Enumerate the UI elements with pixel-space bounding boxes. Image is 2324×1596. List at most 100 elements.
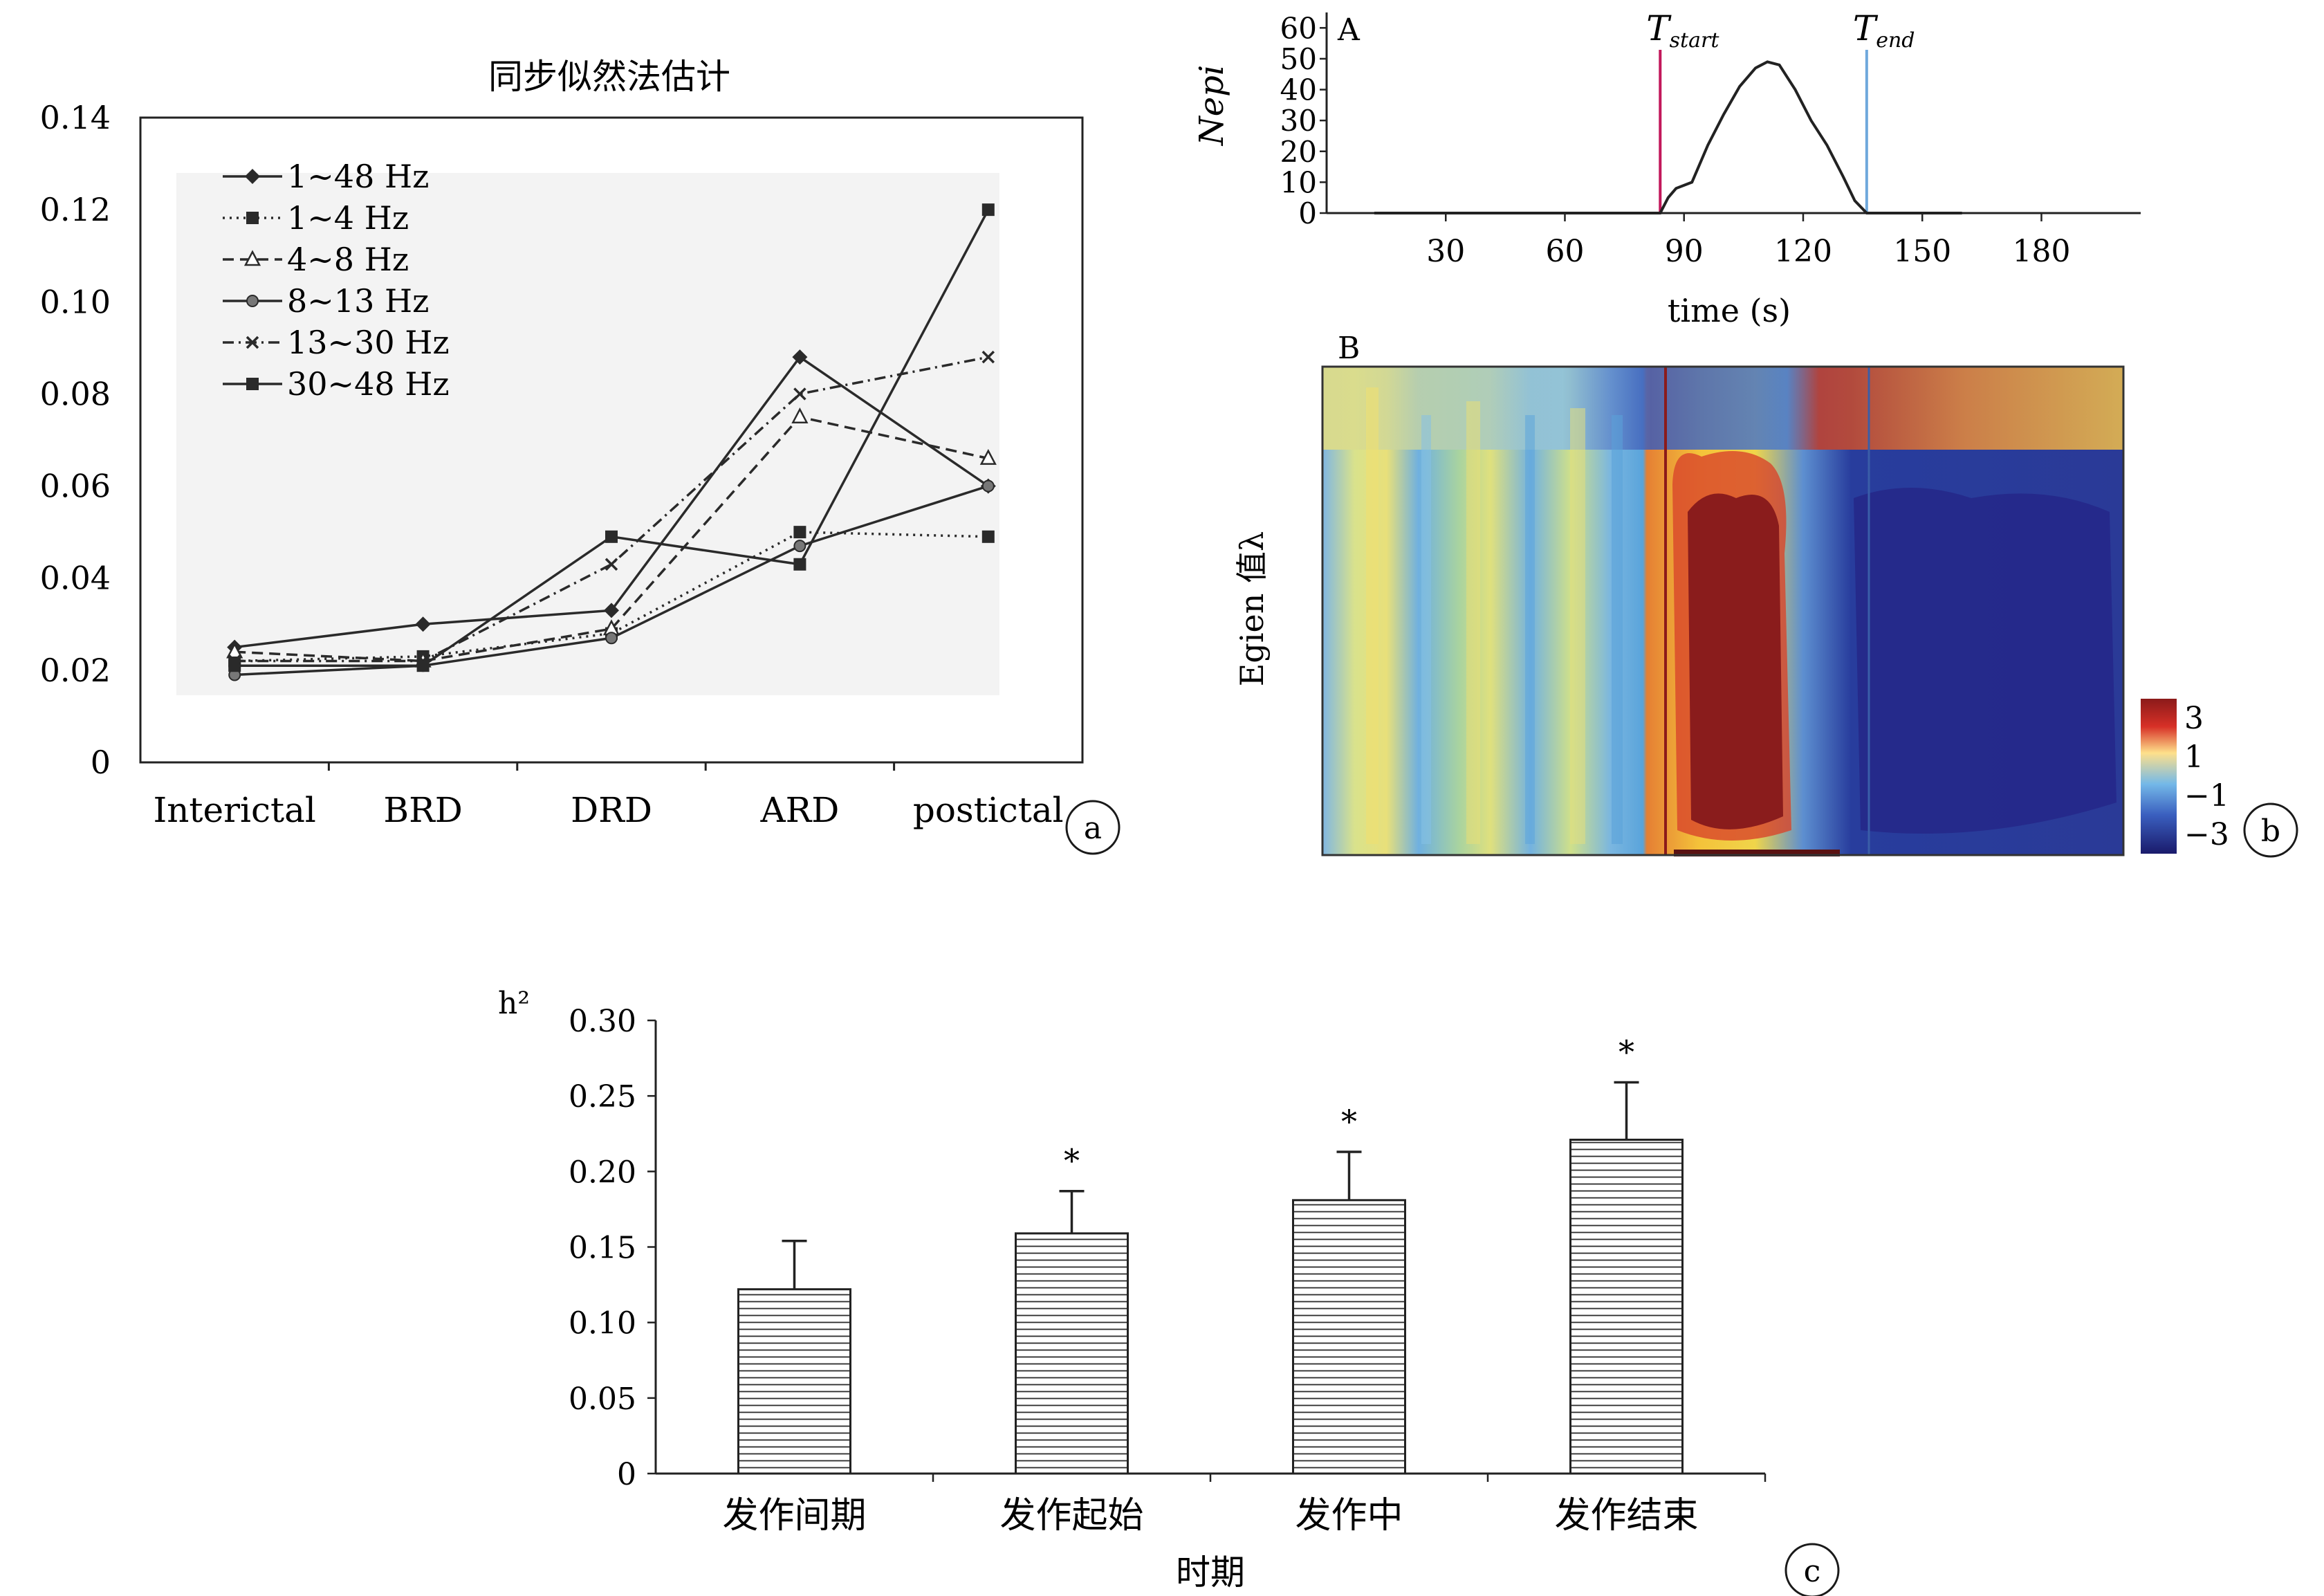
legend-item: 4~8 Hz — [223, 241, 409, 278]
plot-frame — [139, 116, 1084, 764]
colorbar-ticks: 3 1−1−3 — [2184, 701, 2229, 852]
x-axis-label: time (s) — [1668, 292, 1791, 329]
panel-b-heatmap: B Egien 值λ 3 1−1−3 — [1233, 331, 2298, 858]
significance-marker: * — [1618, 1034, 1634, 1071]
x-tick-label: ARD — [759, 790, 839, 830]
y-tick-label: 30 — [1280, 104, 1317, 138]
event-label-subscript: start — [1670, 28, 1720, 53]
panel-letter-a: A — [1337, 12, 1361, 48]
series-lines — [226, 203, 997, 681]
legend-item: 30~48 Hz — [223, 365, 450, 403]
legend-label: 1~48 Hz — [287, 158, 429, 195]
x-axis-ticks: Interictal BRD DRD ARD postictal — [153, 790, 1063, 830]
y-tick-label: 0.15 — [569, 1231, 636, 1266]
legend: 1~48 Hz 1~4 Hz 4~8 Hz 8~13 Hz 13~30 Hz 30~48 … — [223, 158, 450, 403]
y-tick-label: 0.30 — [569, 1004, 636, 1039]
legend-label: 13~30 Hz — [287, 324, 450, 361]
y-tick-label: 0.14 — [40, 99, 111, 136]
y-tick-label: 0.12 — [40, 191, 111, 228]
y-tick-label: 0.05 — [569, 1382, 636, 1417]
y-tick-label: 0.10 — [40, 283, 111, 320]
legend-label: 4~8 Hz — [287, 241, 409, 278]
legend-item: 8~13 Hz — [223, 282, 429, 320]
bar — [737, 1288, 851, 1475]
significance-marker: * — [1341, 1103, 1357, 1140]
y-tick-label: 10 — [1280, 165, 1317, 199]
panel-a-line-chart: 同步似然法估计 0 0.02 0.04 0.06 0.08 0.10 0.12 0.14 In… — [40, 57, 1120, 855]
y-tick-label: 0 — [1298, 196, 1317, 230]
y-tick-label: 0.02 — [40, 652, 111, 689]
bar — [1569, 1138, 1684, 1475]
vertical-streaks — [1366, 387, 1623, 844]
y-tick-label: 40 — [1280, 73, 1317, 107]
colorbar-tick-label: 1 — [2184, 740, 2204, 775]
data-point — [793, 526, 806, 539]
x-tick-label: 60 — [1545, 234, 1584, 269]
panel-label-c: c — [1784, 1543, 1840, 1596]
svg-text:a: a — [1084, 811, 1102, 846]
data-point — [981, 203, 995, 217]
panel-c-bar-chart: h² 时期 0 0.05 0.10 0.15 0.20 0.25 0.30 发作间期 * 发作起… — [498, 986, 1840, 1596]
bar — [1015, 1232, 1129, 1475]
data-point — [981, 530, 995, 543]
data-point — [981, 350, 995, 364]
x-tick-label: DRD — [571, 790, 652, 830]
colorbar-tick-label: −3 — [2184, 817, 2229, 852]
y-tick-label: 0.06 — [40, 468, 111, 505]
y-tick-label: 0.08 — [40, 375, 111, 412]
data-point — [605, 558, 618, 571]
legend-label: 1~4 Hz — [287, 199, 409, 237]
series-30-48-hz — [228, 203, 995, 672]
ictal-dark-core — [1688, 493, 1783, 829]
data-point — [981, 479, 995, 493]
legend-item: 1~4 Hz — [223, 199, 409, 237]
bar-group: * 发作结束 — [1554, 1034, 1767, 1537]
heatmap-image — [1321, 365, 2125, 856]
axes — [139, 116, 1084, 771]
legend-item: 13~30 Hz — [223, 324, 450, 361]
x-tick-label: 30 — [1426, 234, 1465, 269]
event-markers: Tstart Tend — [1646, 8, 1915, 213]
series-1-48-hz — [227, 349, 996, 655]
x-tick-label: 120 — [1774, 234, 1832, 269]
data-point — [605, 530, 618, 543]
bar-group: * 发作起始 — [999, 1142, 1212, 1537]
significance-marker: * — [1064, 1142, 1080, 1180]
x-tick-label: 发作中 — [1295, 1495, 1403, 1537]
bar-group: 发作间期 — [722, 1240, 934, 1537]
bars: 发作间期 * 发作起始 * 发作中 * 发作结束 — [722, 1034, 1767, 1537]
x-tick-label: Interictal — [153, 790, 315, 830]
chart-title: 同步似然法估计 — [488, 57, 730, 97]
y-tick-label: 0.04 — [40, 560, 111, 597]
y-tick-label: 0 — [91, 744, 111, 781]
legend-marker — [246, 295, 259, 307]
svg-text:b: b — [2261, 814, 2280, 849]
colorbar-tick-label: 3 — [2184, 701, 2204, 736]
postictal-dark-block — [1854, 488, 2116, 834]
data-point — [604, 603, 619, 618]
data-point — [792, 349, 808, 365]
y-axis-label: h² — [498, 986, 530, 1021]
legend-label: 8~13 Hz — [287, 282, 429, 320]
event-label-subscript: end — [1876, 28, 1915, 53]
x-tick-label: 150 — [1893, 234, 1951, 269]
data-point — [416, 659, 430, 672]
x-tick-label: 发作结束 — [1554, 1495, 1698, 1537]
y-tick-label: 0.20 — [569, 1155, 636, 1190]
y-axis-label: Egien 值λ — [1233, 531, 1271, 686]
panel-letter-b: B — [1338, 331, 1360, 366]
legend-marker — [246, 212, 259, 224]
svg-text:c: c — [1804, 1554, 1821, 1589]
colorbar-tick-label: −1 — [2184, 778, 2229, 814]
bar — [1292, 1199, 1406, 1475]
y-axis-label: Nepi — [1192, 65, 1231, 146]
nepi-line — [1374, 60, 1962, 214]
x-axis-label: 时期 — [1176, 1552, 1245, 1593]
data-point — [415, 616, 431, 632]
x-tick-label: BRD — [383, 790, 462, 830]
series-line — [234, 415, 989, 663]
data-point — [793, 387, 806, 401]
panel-label-b: b — [2243, 802, 2298, 858]
